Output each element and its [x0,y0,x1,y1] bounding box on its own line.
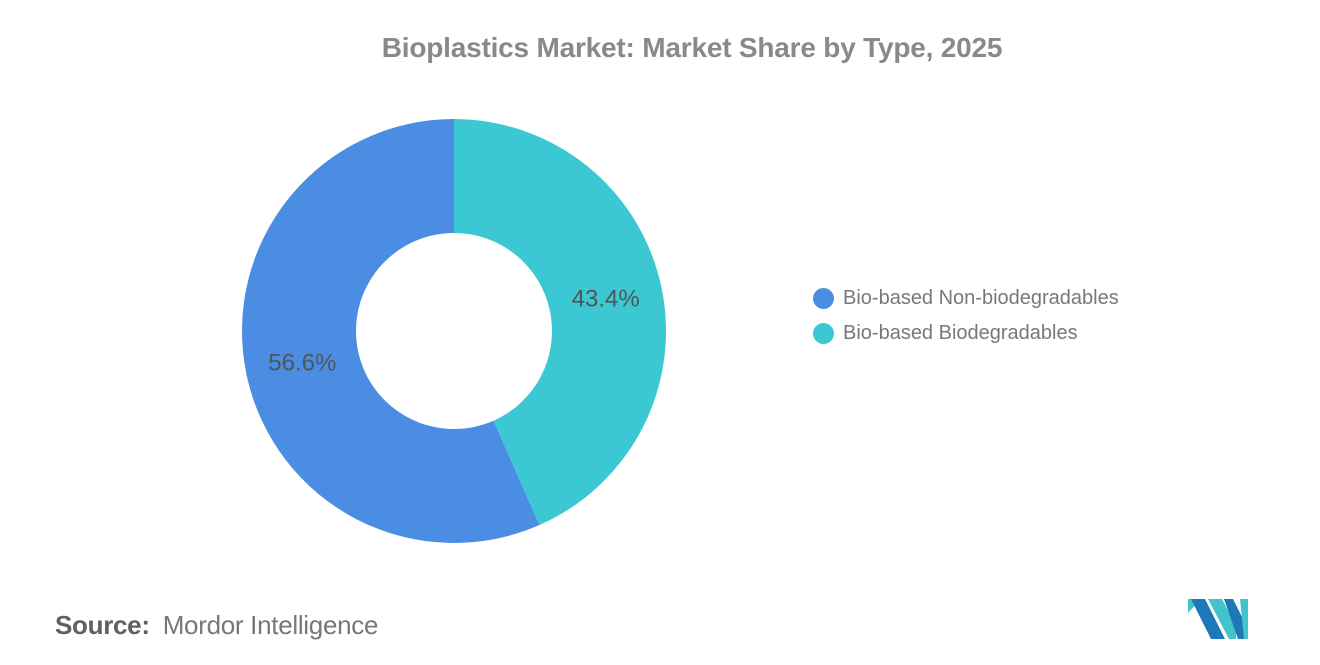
source-value: Mordor Intelligence [162,610,379,640]
mordor-intelligence-logo [1188,599,1248,639]
logo-shape [1191,599,1225,639]
legend-dot-icon [813,323,834,344]
slice-label: 56.6% [268,349,336,376]
donut-slice-0[interactable] [242,119,540,543]
logo-shape [1240,599,1248,639]
logo-shape [1208,599,1236,639]
legend-item-1[interactable]: Bio-based Biodegradables [813,322,1119,345]
source-line: Source: Mordor Intelligence [55,610,378,641]
legend-label: Bio-based Biodegradables [843,322,1078,344]
legend-label: Bio-based Non-biodegradables [843,287,1119,309]
donut-chart: 43.4% 56.6% [242,119,667,543]
logo-shape [1224,599,1245,639]
legend: Bio-based Non-biodegradables Bio-based Bi… [813,287,1119,345]
chart-title: Bioplastics Market: Market Share by Type… [381,32,1003,63]
legend-dot-icon [813,288,834,309]
slice-label: 43.4% [572,286,640,313]
legend-item-0[interactable]: Bio-based Non-biodegradables [813,287,1119,310]
source-label: Source: [55,610,150,640]
donut-slice-1[interactable] [454,119,667,526]
